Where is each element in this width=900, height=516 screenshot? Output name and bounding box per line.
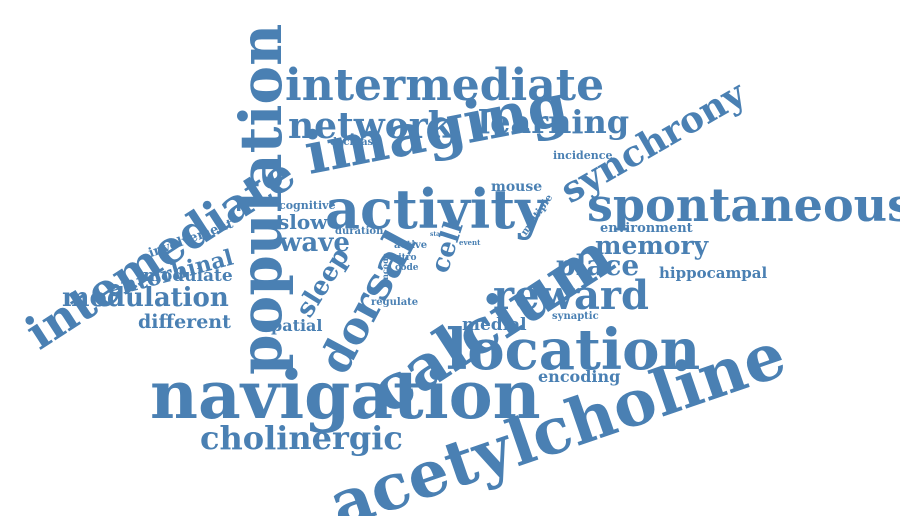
word-slow: slow [278, 210, 328, 234]
word-incidence: incidence [553, 149, 613, 162]
word-cognitive: cognitive [279, 199, 336, 212]
word-vitro: vitro [393, 253, 417, 263]
word-modulation: modulation [62, 283, 229, 313]
word-mouse: mouse [491, 179, 543, 195]
word-synaptic: synaptic [552, 311, 599, 322]
word-place: place [556, 249, 640, 282]
word-memory: memory [595, 231, 709, 260]
word-navigation: navigation [150, 356, 541, 434]
word-modulate: modulate [143, 266, 233, 286]
word-hippocampal: hippocampal [659, 264, 768, 282]
word-reward: reward [493, 272, 649, 319]
word-state: state [430, 231, 447, 238]
word-network: network [288, 105, 453, 147]
word-activity: activity [325, 177, 547, 241]
word-medial: medial [462, 315, 527, 335]
word-wave: wave [279, 228, 350, 258]
word-active: active [394, 240, 428, 251]
word-encoding: encoding [538, 367, 621, 386]
word-regulate: regulate [371, 297, 419, 308]
word-duration: duration [335, 226, 384, 237]
word-event: event [459, 238, 481, 247]
word-intermediate: intermediate [285, 60, 605, 111]
word-cholinergic: cholinergic [200, 419, 403, 457]
word-code: code [395, 263, 419, 273]
word-different: different [138, 311, 231, 333]
word-environment: environment [600, 221, 693, 236]
word-spatial: spatial [262, 316, 323, 335]
word-location: location [446, 317, 701, 383]
word-learning: learning [478, 103, 630, 141]
word-spontaneous: spontaneous [587, 178, 900, 232]
word-decrease: decrease [330, 137, 380, 148]
